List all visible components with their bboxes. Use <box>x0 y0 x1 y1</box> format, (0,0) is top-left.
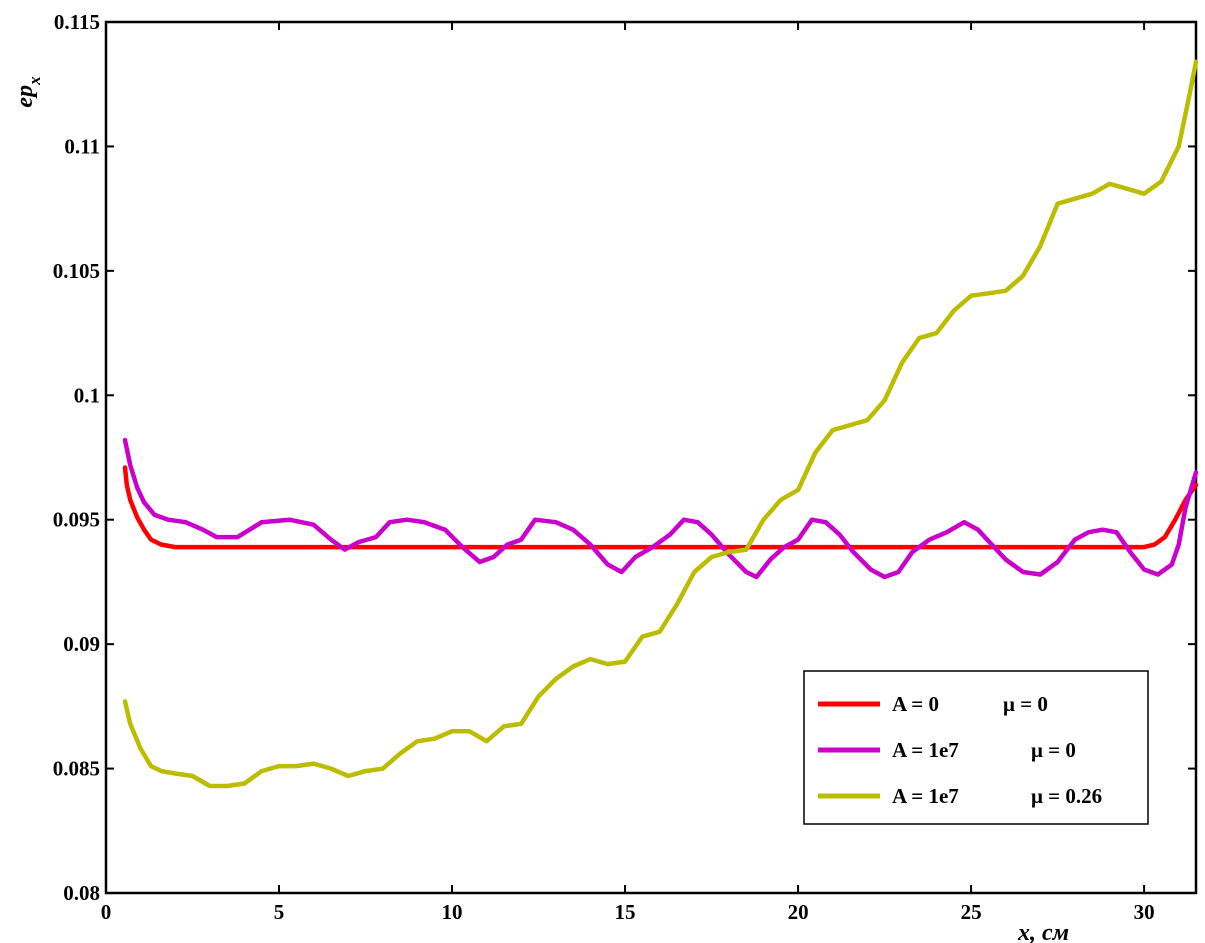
x-tick-label: 10 <box>442 900 463 924</box>
legend-label-a-3: A = 1e7 <box>892 784 959 808</box>
y-tick-label: 0.09 <box>63 632 100 656</box>
legend-label-b-1: μ = 0 <box>1003 692 1048 716</box>
series-line-2 <box>125 440 1196 577</box>
x-tick-label: 5 <box>274 900 285 924</box>
x-tick-label: 0 <box>101 900 112 924</box>
x-tick-label: 30 <box>1134 900 1155 924</box>
y-tick-label: 0.105 <box>53 259 100 283</box>
y-tick-label: 0.115 <box>54 10 100 34</box>
x-axis-label: x, см <box>1017 920 1069 943</box>
x-tick-label: 15 <box>615 900 636 924</box>
x-tick-label: 25 <box>961 900 982 924</box>
x-tick-label: 20 <box>788 900 809 924</box>
legend: A = 0 μ = 0 A = 1e7 μ = 0 A = 1e7 μ = 0.26 <box>804 671 1148 824</box>
y-tick-label: 0.095 <box>53 508 100 532</box>
legend-label-a-2: A = 1e7 <box>892 738 959 762</box>
y-tick-label: 0.085 <box>53 757 100 781</box>
y-tick-label: 0.1 <box>74 383 100 407</box>
legend-label-b-3: μ = 0.26 <box>1031 784 1102 808</box>
y-axis-label: epx <box>12 76 44 108</box>
svg-text:epx: epx <box>12 76 44 108</box>
y-tick-label: 0.08 <box>63 881 100 905</box>
legend-label-b-2: μ = 0 <box>1031 738 1076 762</box>
y-axis-label-subscript: x <box>25 76 44 86</box>
y-tick-label: 0.11 <box>64 134 100 158</box>
series-line-1 <box>125 468 1196 548</box>
y-axis-label-main: ep <box>12 85 38 108</box>
legend-label-a-1: A = 0 <box>892 692 939 716</box>
